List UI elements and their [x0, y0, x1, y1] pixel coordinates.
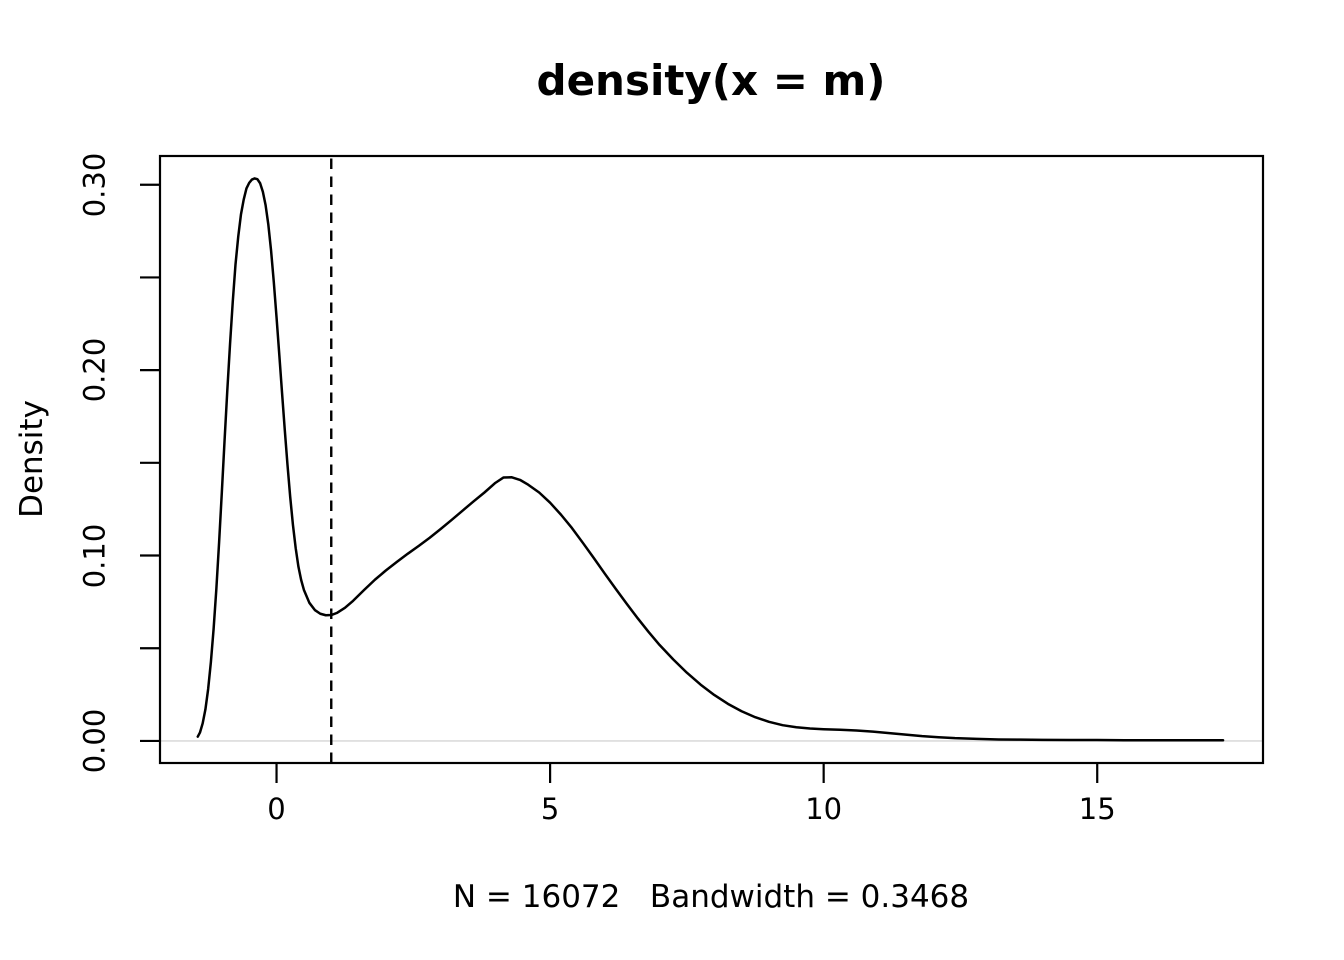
- plot-border-box: [158, 154, 1265, 765]
- y-tick-label: 0.30: [77, 152, 112, 218]
- y-tick-label: 0.20: [77, 337, 112, 403]
- x-tick-label: 5: [540, 792, 560, 826]
- x-tick-label: 15: [1078, 792, 1116, 826]
- x-tick-label: 10: [805, 792, 843, 826]
- y-axis-ticks: [140, 183, 160, 743]
- x-axis-label: N = 16072 Bandwidth = 0.3468: [452, 879, 970, 915]
- x-tick-label: 0: [267, 792, 286, 826]
- density-curve: [196, 177, 1225, 742]
- plot-title: density(x = m): [536, 56, 886, 105]
- x-axis-ticks: [275, 763, 1099, 783]
- y-tick-label: 0.10: [77, 523, 112, 588]
- y-tick-label: 0.00: [77, 708, 112, 774]
- y-axis-label: Density: [13, 400, 50, 518]
